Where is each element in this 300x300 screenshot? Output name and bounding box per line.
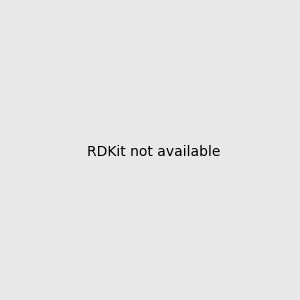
Text: RDKit not available: RDKit not available: [87, 145, 220, 158]
